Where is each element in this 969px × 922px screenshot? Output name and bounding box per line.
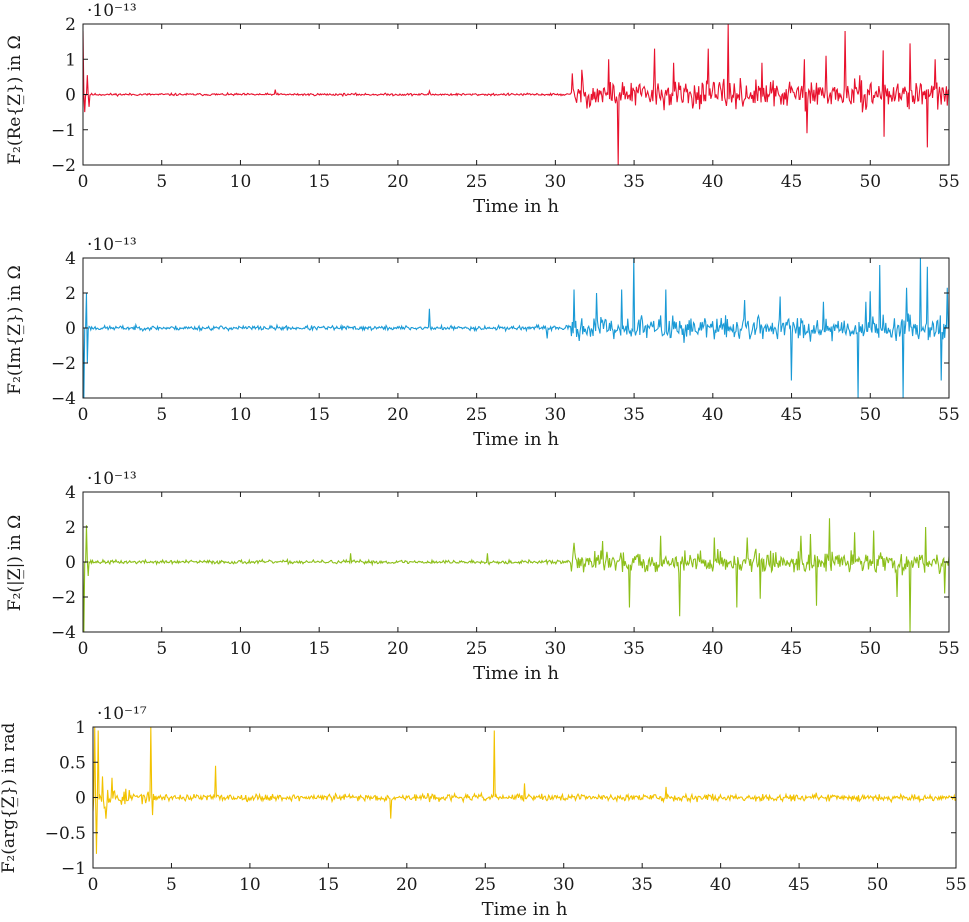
y-tick-label: 0 xyxy=(65,86,76,106)
y-tick-label: −1 xyxy=(61,859,86,879)
x-tick-label: 10 xyxy=(230,405,252,425)
x-tick-label: 10 xyxy=(230,639,252,659)
x-tick-label: 40 xyxy=(702,639,724,659)
x-tick-label: 55 xyxy=(938,405,960,425)
y-multiplier: ·10⁻¹⁷ xyxy=(97,704,147,724)
x-tick-label: 0 xyxy=(78,172,89,192)
x-tick-label: 55 xyxy=(938,639,960,659)
x-tick-label: 30 xyxy=(545,405,567,425)
y-tick-label: 0 xyxy=(65,319,76,339)
y-tick-label: 0 xyxy=(75,789,86,809)
y-tick-label: 1 xyxy=(65,50,76,70)
x-axis-label: Time in h xyxy=(473,196,559,217)
x-tick-label: 45 xyxy=(788,875,810,895)
y-tick-label: 4 xyxy=(65,483,76,503)
y-tick-label: −4 xyxy=(51,623,76,643)
y-tick-label: 2 xyxy=(65,15,76,35)
y-axis-label: F₂(Im{Z̲}) in Ω xyxy=(5,265,25,394)
x-tick-label: 0 xyxy=(88,875,99,895)
x-tick-label: 45 xyxy=(781,172,803,192)
x-tick-label: 35 xyxy=(631,875,653,895)
x-tick-label: 15 xyxy=(308,639,330,659)
x-tick-label: 5 xyxy=(156,405,167,425)
x-tick-label: 5 xyxy=(166,875,177,895)
y-tick-label: 1 xyxy=(75,718,86,738)
x-tick-label: 40 xyxy=(702,172,724,192)
y-tick-label: −2 xyxy=(51,156,76,176)
x-tick-label: 15 xyxy=(308,172,330,192)
y-tick-label: 0 xyxy=(65,553,76,573)
x-tick-label: 25 xyxy=(466,405,488,425)
x-tick-label: 10 xyxy=(230,172,252,192)
y-multiplier: ·10⁻¹³ xyxy=(87,235,137,255)
x-tick-label: 25 xyxy=(466,172,488,192)
x-tick-label: 50 xyxy=(859,405,881,425)
x-tick-label: 50 xyxy=(859,639,881,659)
x-tick-label: 45 xyxy=(781,405,803,425)
x-tick-label: 55 xyxy=(945,875,967,895)
x-tick-label: 30 xyxy=(545,639,567,659)
y-tick-label: 0.5 xyxy=(59,753,86,773)
y-tick-label: −2 xyxy=(51,354,76,374)
x-tick-label: 25 xyxy=(474,875,496,895)
x-tick-label: 40 xyxy=(710,875,732,895)
y-axis-label: F₂(Re{Z̲}) in Ω xyxy=(5,35,25,164)
x-tick-label: 5 xyxy=(156,639,167,659)
x-axis-label: Time in h xyxy=(473,663,559,684)
x-tick-label: 30 xyxy=(553,875,575,895)
chart-panel-3: 0 5 10 15 20 25 30 35 40 45 50 55 −4 −2 0 2 4 ·10⁻¹³ Time … xyxy=(5,469,960,684)
y-tick-label: 4 xyxy=(65,249,76,269)
y-tick-label: 2 xyxy=(65,284,76,304)
series-line xyxy=(83,518,949,632)
x-tick-label: 50 xyxy=(867,875,889,895)
series-line xyxy=(83,24,949,165)
chart-panel-1: 0 5 10 15 20 25 30 35 40 45 50 55 −2 −1 0 1 2 ·10⁻¹³ Time … xyxy=(5,1,960,217)
series-line xyxy=(83,258,949,398)
x-tick-label: 30 xyxy=(545,172,567,192)
x-tick-label: 35 xyxy=(623,405,645,425)
x-tick-label: 5 xyxy=(156,172,167,192)
x-axis-label: Time in h xyxy=(482,899,568,920)
x-tick-label: 20 xyxy=(387,405,409,425)
x-tick-label: 55 xyxy=(938,172,960,192)
x-axis-label: Time in h xyxy=(473,429,559,450)
chart-panel-2: 0 5 10 15 20 25 30 35 40 45 50 55 −4 −2 0 2 4 ·10⁻¹³ Time … xyxy=(5,235,960,450)
x-tick-label: 15 xyxy=(308,405,330,425)
y-multiplier: ·10⁻¹³ xyxy=(87,1,137,21)
y-tick-label: −1 xyxy=(51,121,76,141)
x-tick-label: 20 xyxy=(387,639,409,659)
x-tick-label: 0 xyxy=(78,639,89,659)
y-tick-label: 2 xyxy=(65,518,76,538)
x-tick-label: 35 xyxy=(623,172,645,192)
y-tick-label: −4 xyxy=(51,389,76,409)
x-tick-label: 50 xyxy=(859,172,881,192)
y-axis-label: F₂(|Z̲|) in Ω xyxy=(5,515,25,611)
chart-panel-4: 0 5 10 15 20 25 30 35 40 45 50 55 −1 −0.5 0 0.5 1 ·10⁻¹⁷ T… xyxy=(0,704,967,920)
x-tick-label: 35 xyxy=(623,639,645,659)
x-tick-label: 20 xyxy=(387,172,409,192)
x-tick-label: 40 xyxy=(702,405,724,425)
y-tick-label: −2 xyxy=(51,588,76,608)
x-tick-label: 0 xyxy=(78,405,89,425)
x-tick-label: 10 xyxy=(239,875,261,895)
x-tick-label: 20 xyxy=(396,875,418,895)
x-tick-label: 15 xyxy=(318,875,340,895)
y-tick-label: −0.5 xyxy=(45,824,86,844)
y-axis-label: F₂(arg{Z̲}) in rad xyxy=(0,722,19,873)
x-tick-label: 45 xyxy=(781,639,803,659)
y-multiplier: ·10⁻¹³ xyxy=(87,469,137,489)
x-tick-label: 25 xyxy=(466,639,488,659)
series-line xyxy=(93,727,956,854)
